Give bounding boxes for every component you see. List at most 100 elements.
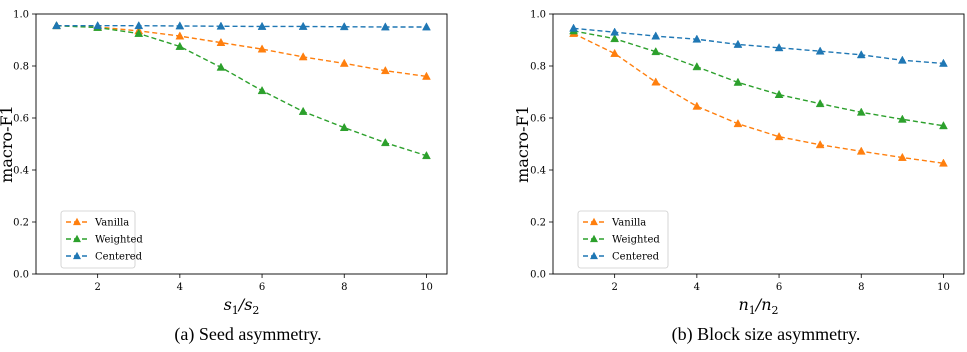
x-tick-label: 6 [776,282,782,293]
y-tick-label: 0.6 [530,114,546,125]
legend-box [577,210,669,269]
legend-swatch-marker [73,234,81,243]
y-tick-label: 0.6 [13,114,29,125]
figure-caption: (b) Block size asymmetry. [672,324,861,345]
data-point-centered [298,21,308,30]
y-tick-label: 0.2 [530,218,546,229]
x-axis-label-part: /s [237,295,253,314]
data-point-centered [897,55,907,64]
chart-panel-block-size-asymmetry: 0.00.20.40.60.81.02 4 6 8 10macro-F1n1/n2Van… [513,10,965,345]
data-point-vanilla [939,158,948,167]
data-point-vanilla [651,77,661,86]
x-axis-label: s1/s2 [224,295,260,317]
data-point-weighted [216,62,226,71]
data-point-weighted [939,121,948,130]
legend-swatch-marker [590,251,598,260]
legend: Vanilla Weighted Centered [577,210,669,269]
data-point-weighted [298,106,308,115]
data-point-centered [52,20,61,30]
data-point-centered [610,27,620,36]
y-tick-label: 0.0 [13,270,29,281]
data-point-vanilla [856,146,866,155]
data-point-vanilla [815,140,825,149]
data-point-vanilla [897,152,907,161]
y-tick-label: 0.0 [530,270,546,281]
y-tick-label: 0.4 [530,166,546,177]
x-tick-label: 10 [420,282,433,293]
data-point-centered [939,58,948,67]
data-point-weighted [380,137,390,147]
legend: Vanilla Weighted Centered [60,210,143,269]
data-point-centered [651,31,661,40]
x-axis-label-part: /n [754,295,772,314]
legend-label-weighted: Weighted [95,235,143,246]
legend-swatch-marker [73,251,81,260]
y-tick-label: 0.8 [530,62,546,73]
legend-label-vanilla: Vanilla [94,218,129,229]
data-point-centered [134,20,144,30]
x-axis-label-part: s [224,295,232,314]
data-point-vanilla [216,37,226,46]
legend-swatch-marker [73,217,81,226]
data-point-centered [93,20,103,30]
series-line-centered [56,25,427,28]
x-tick-label: 8 [341,282,347,293]
legend-label-centered: Centered [612,252,660,263]
data-point-centered [815,46,825,55]
y-tick-label: 1.0 [13,10,29,21]
data-point-weighted [692,62,702,71]
data-point-vanilla [774,131,784,141]
legend-swatch-marker [590,234,598,243]
data-point-centered [380,22,390,31]
x-tick-label: 4 [694,282,700,293]
data-point-centered [339,22,349,31]
axes-frame [35,13,448,275]
data-point-weighted [175,41,185,50]
legend-swatch-marker [590,217,598,226]
data-point-vanilla [422,71,431,80]
data-point-vanilla [380,65,390,75]
data-point-centered [692,34,702,43]
x-tick-label: 2 [611,282,617,293]
data-point-centered [257,21,267,30]
data-point-vanilla [610,48,620,57]
legend-label-weighted: Weighted [612,235,660,246]
data-point-centered [856,50,866,59]
data-point-weighted [651,46,661,56]
data-point-weighted [856,107,866,116]
data-point-weighted [610,33,620,43]
data-point-vanilla [692,101,702,110]
y-tick-label: 0.4 [13,166,29,177]
data-point-weighted [897,114,907,123]
data-point-vanilla [175,31,185,40]
x-axis-label-part: 2 [252,304,259,317]
x-axis-label: n1/n2 [738,295,778,317]
data-point-weighted [257,85,267,95]
data-point-centered [216,21,226,30]
x-tick-label: 4 [177,282,183,293]
series-line-weighted [56,25,427,157]
data-point-weighted [422,150,431,160]
y-tick-label: 0.8 [13,62,29,73]
legend-box [60,210,136,269]
data-point-weighted [774,89,784,98]
data-point-weighted [815,98,825,108]
y-axis-label: macro-F1 [0,105,16,183]
y-axis-label: macro-F1 [513,105,532,183]
data-point-centered [774,43,784,52]
x-axis-label-part: 2 [772,304,779,317]
series-line-vanilla [573,32,944,164]
series-line-vanilla [56,25,427,78]
chart-panel-seed-asymmetry: 0.00.20.40.60.81.02 4 6 8 10macro-F1s1/s2Van… [0,10,448,345]
x-tick-label: 10 [937,282,950,293]
data-point-vanilla [257,44,267,53]
x-tick-label: 2 [94,282,100,293]
x-tick-label: 6 [259,282,265,293]
x-axis-label-part: 1 [749,304,756,317]
figure-caption: (a) Seed asymmetry. [174,324,321,345]
series-line-weighted [573,30,944,127]
y-tick-label: 0.2 [13,218,29,229]
x-tick-label: 8 [858,282,864,293]
data-point-weighted [733,77,743,86]
